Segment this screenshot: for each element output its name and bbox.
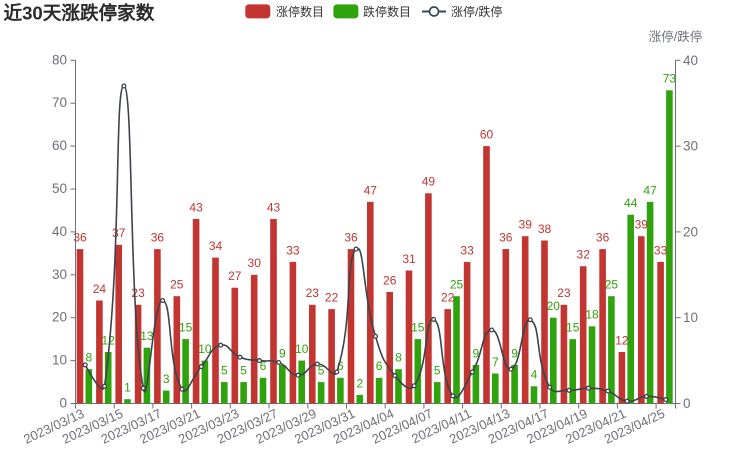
svg-text:43: 43 xyxy=(267,200,281,214)
svg-text:涨停/跌停: 涨停/跌停 xyxy=(649,29,702,44)
svg-text:9: 9 xyxy=(511,346,518,360)
svg-text:36: 36 xyxy=(344,231,358,245)
svg-text:25: 25 xyxy=(605,278,619,292)
svg-text:20: 20 xyxy=(547,299,561,313)
svg-text:7: 7 xyxy=(492,355,499,369)
svg-text:9: 9 xyxy=(473,346,480,360)
svg-text:20: 20 xyxy=(52,310,67,325)
svg-text:33: 33 xyxy=(460,243,474,257)
svg-text:25: 25 xyxy=(170,278,184,292)
svg-text:25: 25 xyxy=(450,278,464,292)
svg-text:10: 10 xyxy=(52,353,67,368)
svg-text:30: 30 xyxy=(248,256,262,270)
svg-text:60: 60 xyxy=(480,128,494,142)
svg-text:10: 10 xyxy=(683,310,698,325)
svg-text:22: 22 xyxy=(325,291,339,305)
svg-text:10: 10 xyxy=(295,342,309,356)
svg-text:31: 31 xyxy=(402,252,416,266)
svg-text:6: 6 xyxy=(337,359,344,373)
svg-text:50: 50 xyxy=(52,181,67,196)
svg-text:23: 23 xyxy=(131,286,145,300)
svg-text:33: 33 xyxy=(654,243,668,257)
svg-text:44: 44 xyxy=(624,196,638,210)
svg-text:39: 39 xyxy=(635,218,649,232)
svg-text:1: 1 xyxy=(124,381,131,395)
svg-text:0: 0 xyxy=(59,396,67,411)
svg-text:2: 2 xyxy=(356,376,363,390)
svg-text:22: 22 xyxy=(441,291,455,305)
svg-text:36: 36 xyxy=(151,231,165,245)
svg-text:30: 30 xyxy=(683,139,698,154)
svg-text:20: 20 xyxy=(683,224,698,239)
svg-text:32: 32 xyxy=(577,248,591,262)
svg-text:18: 18 xyxy=(585,308,599,322)
svg-text:12: 12 xyxy=(102,333,116,347)
svg-text:40: 40 xyxy=(683,53,698,68)
svg-text:39: 39 xyxy=(519,218,533,232)
svg-text:27: 27 xyxy=(228,269,242,283)
svg-text:49: 49 xyxy=(422,175,436,189)
svg-text:23: 23 xyxy=(557,286,571,300)
svg-text:30: 30 xyxy=(52,267,67,282)
svg-text:13: 13 xyxy=(140,329,154,343)
svg-text:9: 9 xyxy=(279,346,286,360)
svg-text:5: 5 xyxy=(434,363,441,377)
svg-text:5: 5 xyxy=(221,363,228,377)
svg-text:15: 15 xyxy=(566,321,580,335)
svg-text:8: 8 xyxy=(85,351,92,365)
svg-text:34: 34 xyxy=(209,239,223,253)
svg-text:24: 24 xyxy=(93,282,107,296)
svg-text:70: 70 xyxy=(52,95,67,110)
svg-text:33: 33 xyxy=(286,243,300,257)
svg-text:43: 43 xyxy=(189,200,203,214)
svg-text:15: 15 xyxy=(411,321,425,335)
svg-text:38: 38 xyxy=(538,222,552,236)
svg-text:40: 40 xyxy=(52,224,67,239)
svg-text:10: 10 xyxy=(198,342,212,356)
svg-text:0: 0 xyxy=(683,396,691,411)
svg-text:47: 47 xyxy=(643,183,657,197)
svg-text:涨停/跌停: 涨停/跌停 xyxy=(451,4,502,19)
svg-text:6: 6 xyxy=(376,359,383,373)
svg-text:60: 60 xyxy=(52,138,67,153)
svg-text:15: 15 xyxy=(179,321,193,335)
svg-text:5: 5 xyxy=(240,363,247,377)
svg-text:37: 37 xyxy=(112,226,126,240)
svg-text:36: 36 xyxy=(596,231,610,245)
svg-text:4: 4 xyxy=(531,368,538,382)
svg-text:36: 36 xyxy=(499,231,513,245)
svg-text:47: 47 xyxy=(364,183,378,197)
svg-text:6: 6 xyxy=(260,359,267,373)
svg-text:26: 26 xyxy=(383,273,397,287)
svg-text:23: 23 xyxy=(306,286,320,300)
svg-text:73: 73 xyxy=(663,72,677,86)
svg-text:8: 8 xyxy=(395,351,402,365)
svg-text:36: 36 xyxy=(73,231,87,245)
svg-text:3: 3 xyxy=(163,372,170,386)
svg-text:5: 5 xyxy=(318,363,325,377)
svg-text:12: 12 xyxy=(615,333,629,347)
svg-text:跌停数目: 跌停数目 xyxy=(363,4,411,19)
svg-text:涨停数目: 涨停数目 xyxy=(276,4,324,19)
svg-text:80: 80 xyxy=(52,52,67,67)
svg-text:近30天涨跌停家数: 近30天涨跌停家数 xyxy=(4,3,155,24)
